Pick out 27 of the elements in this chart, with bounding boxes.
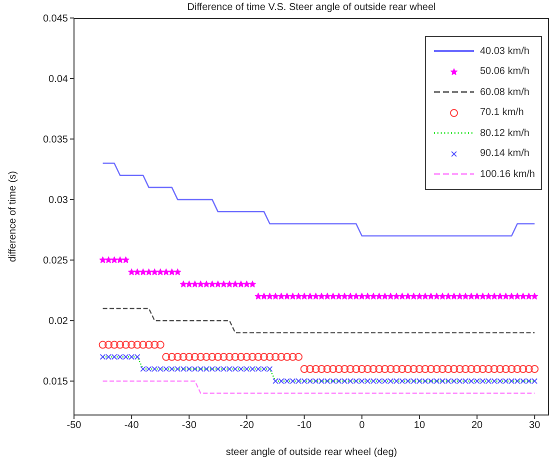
x-tick-label: -50 <box>66 420 82 432</box>
x-tick-label: -30 <box>182 420 197 432</box>
x-tick-label: -20 <box>240 420 254 432</box>
y-tick-label: 0.03 <box>48 195 68 206</box>
x-tick-label: 30 <box>529 420 541 432</box>
legend-label: 50.06 km/h <box>480 66 530 78</box>
chart-title: Difference of time V.S. Steer angle of outside rear wheel <box>186 2 437 13</box>
y-tick-label: 0.025 <box>42 256 68 267</box>
x-tick-label: 10 <box>414 420 426 432</box>
legend-label: 40.03 km/h <box>480 46 530 57</box>
x-axis-title: steer angle of outside rear wheel (deg) <box>226 447 398 457</box>
x-tick-label: 20 <box>471 420 484 432</box>
legend-label: 100.16 km/h <box>480 168 535 180</box>
y-axis-title: difference of time (s) <box>8 171 19 262</box>
legend-label: 90.14 km/h <box>480 148 530 160</box>
legend-label: 70.1 km/h <box>480 107 524 118</box>
legend-label: 60.08 km/h <box>480 86 530 98</box>
line-series <box>102 162 536 237</box>
y-tick-label: 0.04 <box>48 74 68 86</box>
x-tick-label: 0 <box>359 420 366 432</box>
legend-label: 80.12 km/h <box>480 128 530 139</box>
y-tick-label: 0.035 <box>42 134 68 146</box>
y-tick-label: 0.02 <box>48 316 68 328</box>
x-tick-label: -40 <box>124 420 140 432</box>
y-tick-label: 0.015 <box>42 376 68 388</box>
x-tick-label: -10 <box>297 420 312 432</box>
y-tick-label: 0.045 <box>42 14 68 25</box>
